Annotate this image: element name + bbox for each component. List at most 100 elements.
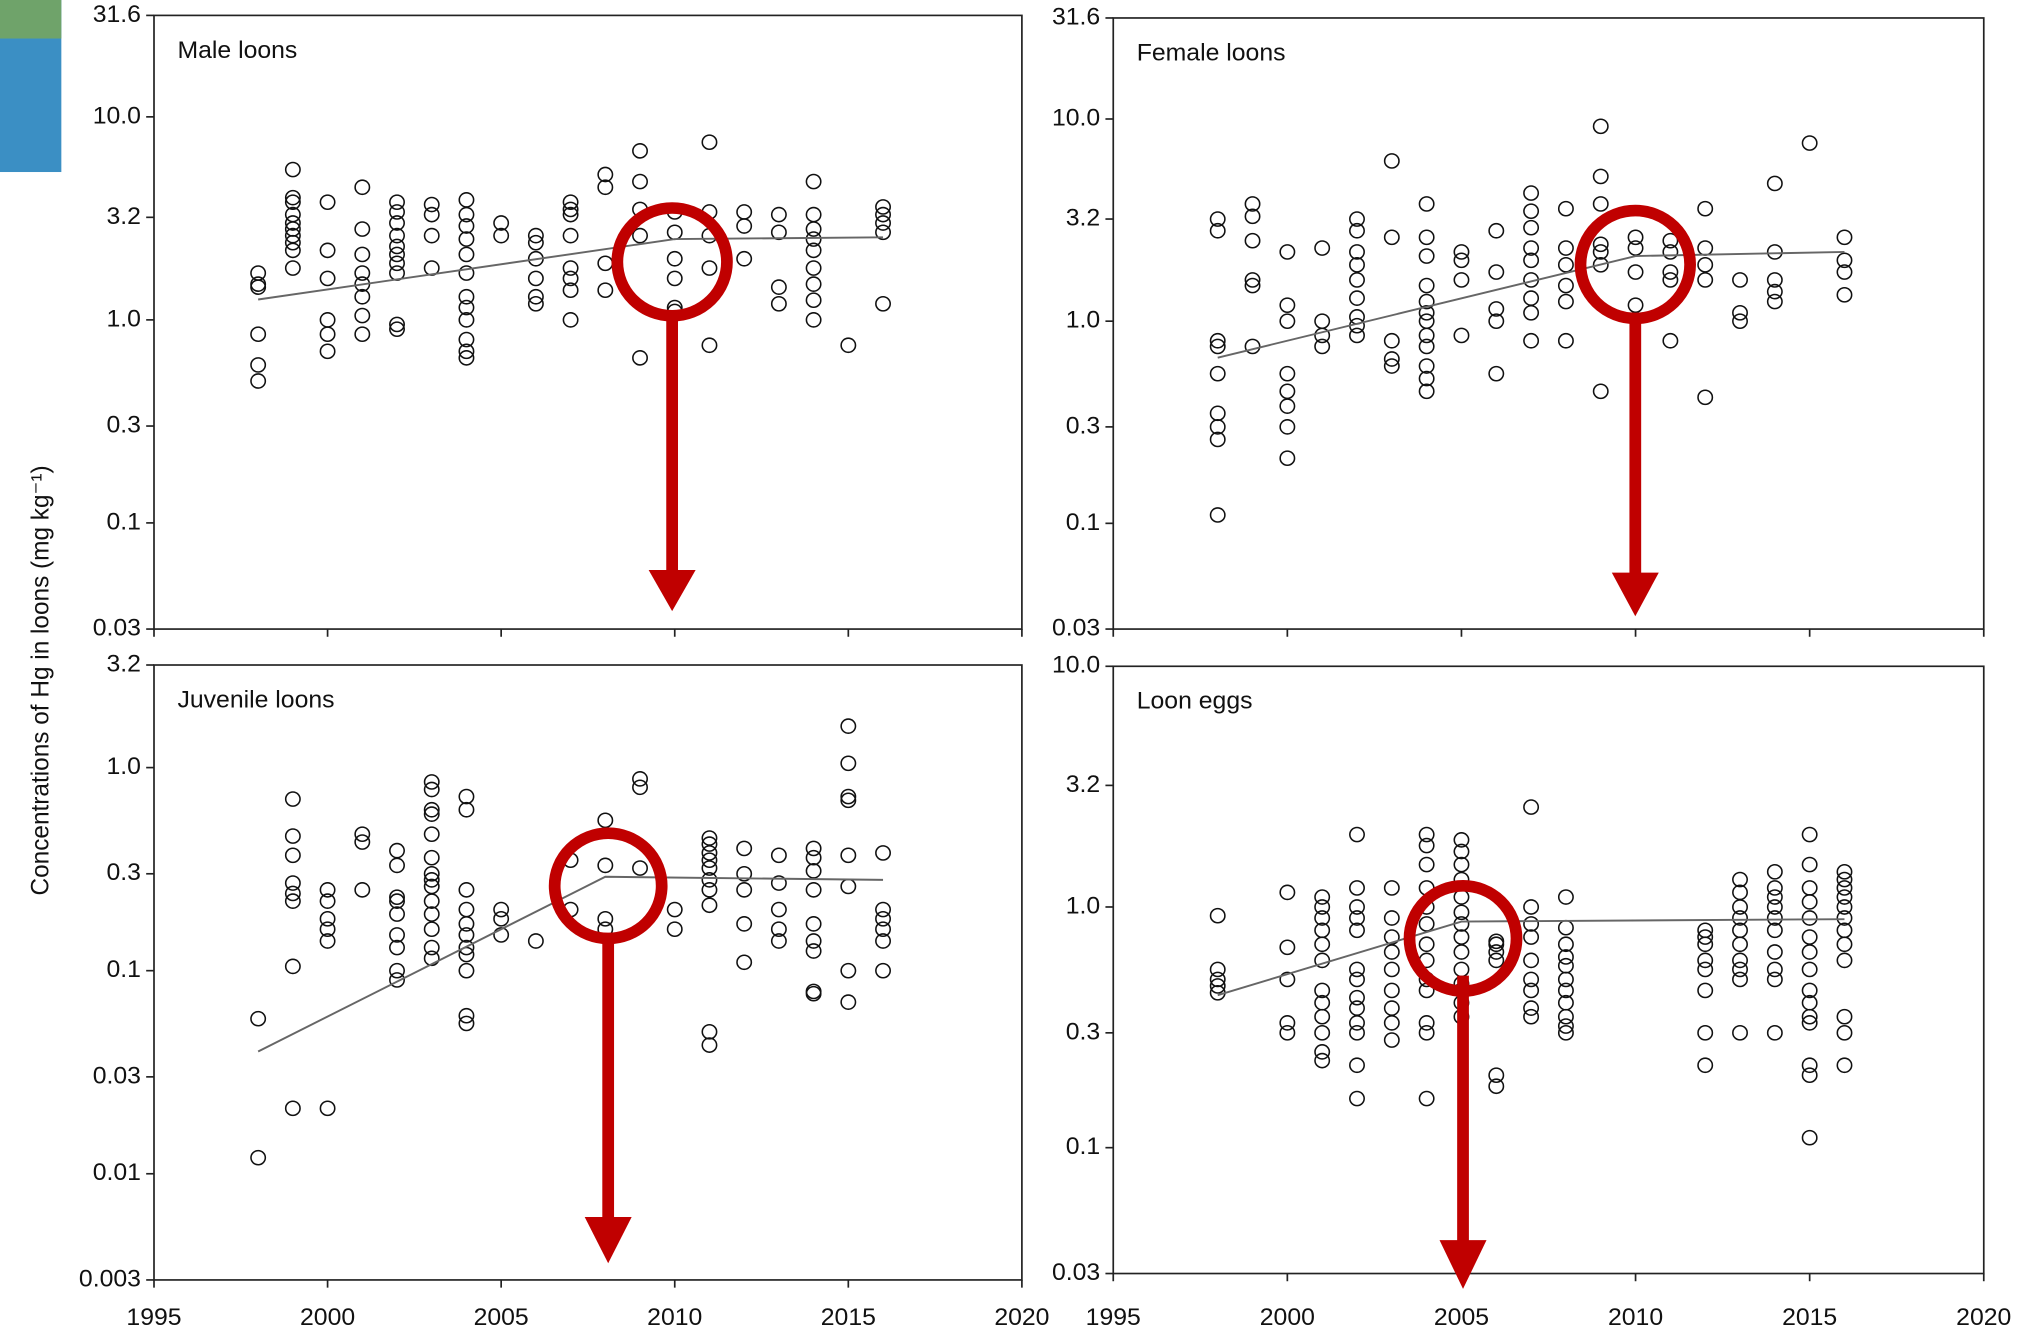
plot-frame	[154, 15, 1022, 629]
data-point	[806, 864, 820, 878]
arrow-head	[649, 570, 696, 611]
data-point	[1698, 983, 1712, 997]
data-point	[841, 756, 855, 770]
data-point	[1280, 885, 1294, 899]
data-point	[1280, 399, 1294, 413]
data-point	[702, 338, 716, 352]
data-point	[806, 277, 820, 291]
data-point	[1594, 197, 1608, 211]
data-point	[1454, 328, 1468, 342]
arrow-head	[585, 1217, 632, 1263]
arrow-head	[1612, 573, 1659, 617]
data-point	[598, 283, 612, 297]
data-point	[668, 225, 682, 239]
data-point	[702, 883, 716, 897]
data-point	[1698, 258, 1712, 272]
data-point	[425, 922, 439, 936]
data-point	[1489, 1079, 1503, 1093]
y-tick-label: 3.2	[1066, 205, 1100, 232]
y-tick-label: 0.3	[106, 859, 140, 886]
data-point	[1419, 339, 1433, 353]
data-point	[1454, 962, 1468, 976]
data-point	[425, 827, 439, 841]
data-point	[841, 338, 855, 352]
data-point	[1385, 154, 1399, 168]
data-point	[772, 297, 786, 311]
panel: 3.21.00.30.10.030.010.003199520002005201…	[79, 651, 1050, 1331]
data-point	[1385, 1016, 1399, 1030]
data-point	[1315, 1010, 1329, 1024]
data-point	[841, 790, 855, 804]
data-point	[1454, 273, 1468, 287]
data-point	[737, 219, 751, 233]
data-point	[1385, 945, 1399, 959]
data-point	[737, 841, 751, 855]
data-point	[355, 309, 369, 323]
data-point	[355, 266, 369, 280]
data-point	[251, 327, 265, 341]
data-point	[1559, 295, 1573, 309]
data-point	[320, 313, 334, 327]
data-point	[1802, 930, 1816, 944]
data-point	[1315, 241, 1329, 255]
data-point	[876, 297, 890, 311]
data-point	[1385, 881, 1399, 895]
data-point	[1768, 176, 1782, 190]
data-point	[1768, 1026, 1782, 1040]
data-point	[1802, 827, 1816, 841]
data-point	[1315, 1045, 1329, 1059]
data-point	[737, 205, 751, 219]
data-point	[1559, 334, 1573, 348]
data-point	[737, 917, 751, 931]
data-point	[806, 208, 820, 222]
data-point	[1768, 245, 1782, 259]
data-point	[1524, 917, 1538, 931]
data-point	[1524, 800, 1538, 814]
y-tick-label: 0.3	[1066, 413, 1100, 440]
data-point	[1419, 1026, 1433, 1040]
panel: 31.610.03.21.00.30.10.03Male loons	[93, 1, 1022, 641]
data-point	[1489, 224, 1503, 238]
data-point	[1524, 291, 1538, 305]
data-point	[390, 205, 404, 219]
y-tick-label: 0.03	[93, 1062, 141, 1089]
data-point	[1350, 1058, 1364, 1072]
data-point	[737, 955, 751, 969]
panel: 31.610.03.21.00.30.10.03Female loons	[1052, 4, 1984, 642]
data-point	[459, 902, 473, 916]
data-point	[633, 861, 647, 875]
plot-frame	[154, 665, 1022, 1280]
data-point	[1559, 959, 1573, 973]
data-point	[1454, 245, 1468, 259]
data-point	[1211, 406, 1225, 420]
data-point	[702, 1038, 716, 1052]
data-point	[772, 848, 786, 862]
data-point	[1280, 245, 1294, 259]
data-point	[1524, 900, 1538, 914]
data-point	[355, 883, 369, 897]
data-point	[1524, 186, 1538, 200]
data-point	[1385, 1033, 1399, 1047]
data-point	[1454, 945, 1468, 959]
panel-title: Juvenile loons	[177, 687, 334, 714]
data-point	[1315, 314, 1329, 328]
data-point	[320, 1101, 334, 1115]
x-tick-label: 1995	[1086, 1304, 1141, 1331]
data-point	[1802, 1016, 1816, 1030]
data-point	[1350, 245, 1364, 259]
data-point	[772, 208, 786, 222]
data-point	[1559, 202, 1573, 216]
y-tick-label: 0.1	[106, 956, 140, 983]
photo-fragment-top	[0, 0, 61, 39]
data-point	[1733, 972, 1747, 986]
data-point	[1454, 930, 1468, 944]
data-point	[1559, 258, 1573, 272]
y-tick-label: 0.3	[1066, 1018, 1100, 1045]
data-point	[286, 792, 300, 806]
data-point	[1594, 169, 1608, 183]
data-point	[1698, 273, 1712, 287]
data-point	[772, 902, 786, 916]
data-point	[251, 266, 265, 280]
data-point	[1489, 367, 1503, 381]
arrow-head	[1440, 1240, 1487, 1289]
